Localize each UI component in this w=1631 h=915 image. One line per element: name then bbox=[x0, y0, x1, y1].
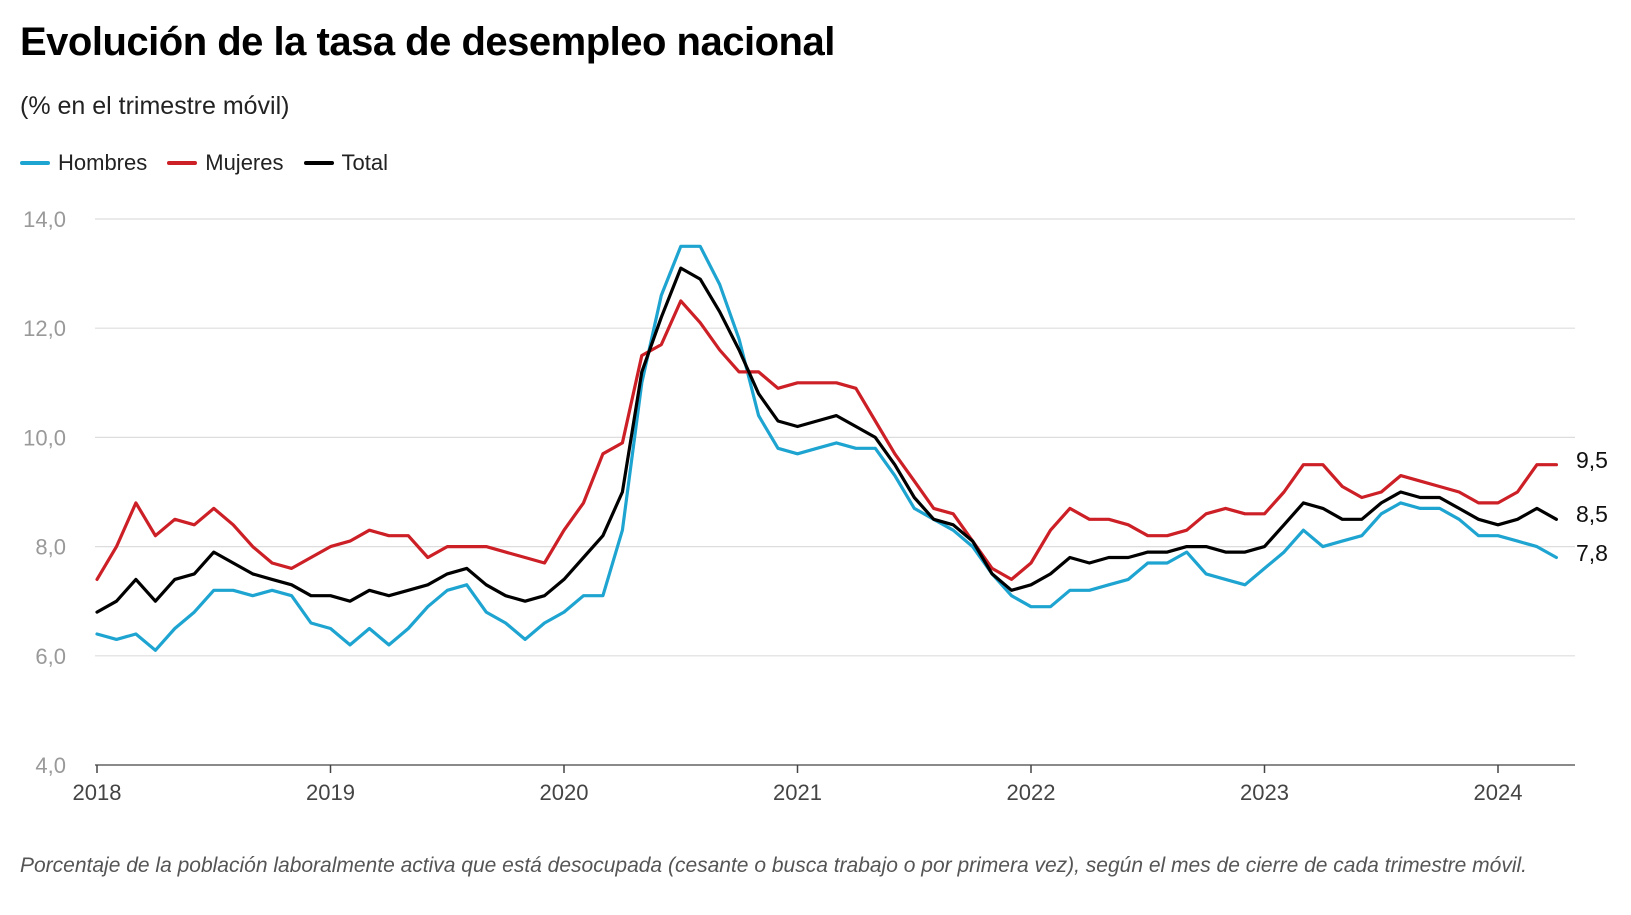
legend-label-total: Total bbox=[341, 150, 388, 175]
y-tick-label: 14,0 bbox=[23, 207, 66, 232]
legend-swatch-hombres bbox=[20, 161, 50, 165]
legend-item-hombres: Hombres bbox=[20, 150, 147, 176]
series-line-total bbox=[95, 266, 1559, 614]
x-tick-label: 2020 bbox=[540, 780, 589, 805]
legend-label-mujeres: Mujeres bbox=[205, 150, 284, 175]
x-tick-label: 2024 bbox=[1474, 780, 1523, 805]
legend-item-total: Total bbox=[303, 150, 388, 176]
chart-title: Evolución de la tasa de desempleo nacion… bbox=[20, 20, 835, 64]
chart-footnote: Porcentaje de la población laboralmente … bbox=[20, 854, 1527, 877]
legend-item-mujeres: Mujeres bbox=[167, 150, 284, 176]
x-tick-label: 2022 bbox=[1007, 780, 1056, 805]
chart-subtitle: (% en el trimestre móvil) bbox=[20, 92, 290, 120]
end-label-total: 8,5 bbox=[1576, 501, 1608, 527]
end-label-hombres: 7,8 bbox=[1576, 540, 1608, 566]
legend-swatch-mujeres bbox=[167, 161, 198, 165]
line-chart: 4,0 6,0 8,0 10,0 12,0 14,0 2018 2019 2020 2021 202… bbox=[23, 207, 1608, 805]
y-tick-label: 6,0 bbox=[35, 644, 66, 669]
y-tick-label: 12,0 bbox=[23, 316, 66, 341]
end-label-mujeres: 9,5 bbox=[1576, 447, 1608, 473]
legend-swatch-total bbox=[303, 161, 334, 165]
series-line-mujeres bbox=[95, 299, 1559, 582]
series-line-hombres bbox=[95, 244, 1559, 652]
legend: Hombres Mujeres Total bbox=[20, 150, 388, 176]
legend-label-hombres: Hombres bbox=[58, 150, 148, 175]
x-tick-label: 2023 bbox=[1240, 780, 1289, 805]
x-tick-label: 2021 bbox=[773, 780, 822, 805]
x-tick-label: 2019 bbox=[306, 780, 355, 805]
y-tick-label: 8,0 bbox=[35, 535, 66, 560]
x-tick-label: 2018 bbox=[73, 780, 122, 805]
y-tick-label: 4,0 bbox=[35, 753, 66, 778]
y-tick-label: 10,0 bbox=[23, 425, 66, 450]
